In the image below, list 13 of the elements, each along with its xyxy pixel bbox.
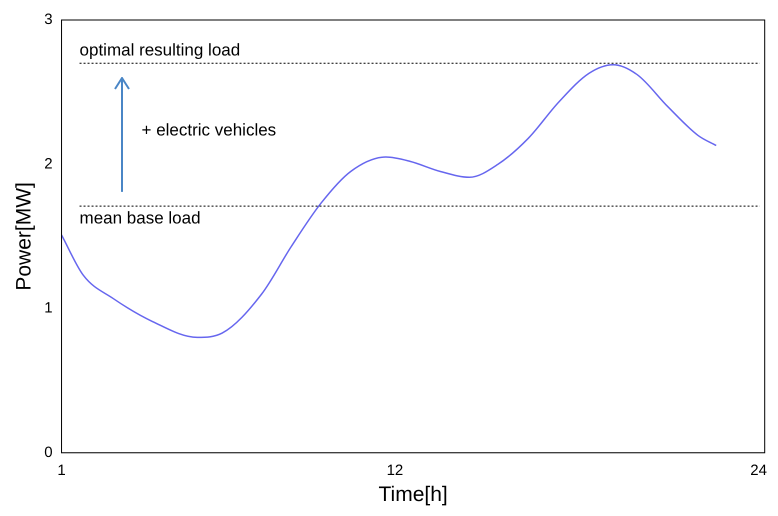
y-tick-label: 1 <box>44 300 53 317</box>
x-axis-title: Time[h] <box>378 483 448 506</box>
y-tick-label: 0 <box>44 444 53 461</box>
x-tick-label: 12 <box>386 462 404 479</box>
line-series <box>62 64 717 338</box>
x-tick-label: 24 <box>750 462 767 479</box>
ref-line-label: optimal resulting load <box>80 40 240 60</box>
x-tick-label: 1 <box>57 462 66 479</box>
y-tick-label: 2 <box>44 155 53 172</box>
annotation: + electric vehicles <box>142 120 276 140</box>
ref-line-label: mean base load <box>80 208 201 228</box>
y-axis-title: Power[MW] <box>12 182 36 291</box>
y-tick-label: 3 <box>44 11 53 28</box>
